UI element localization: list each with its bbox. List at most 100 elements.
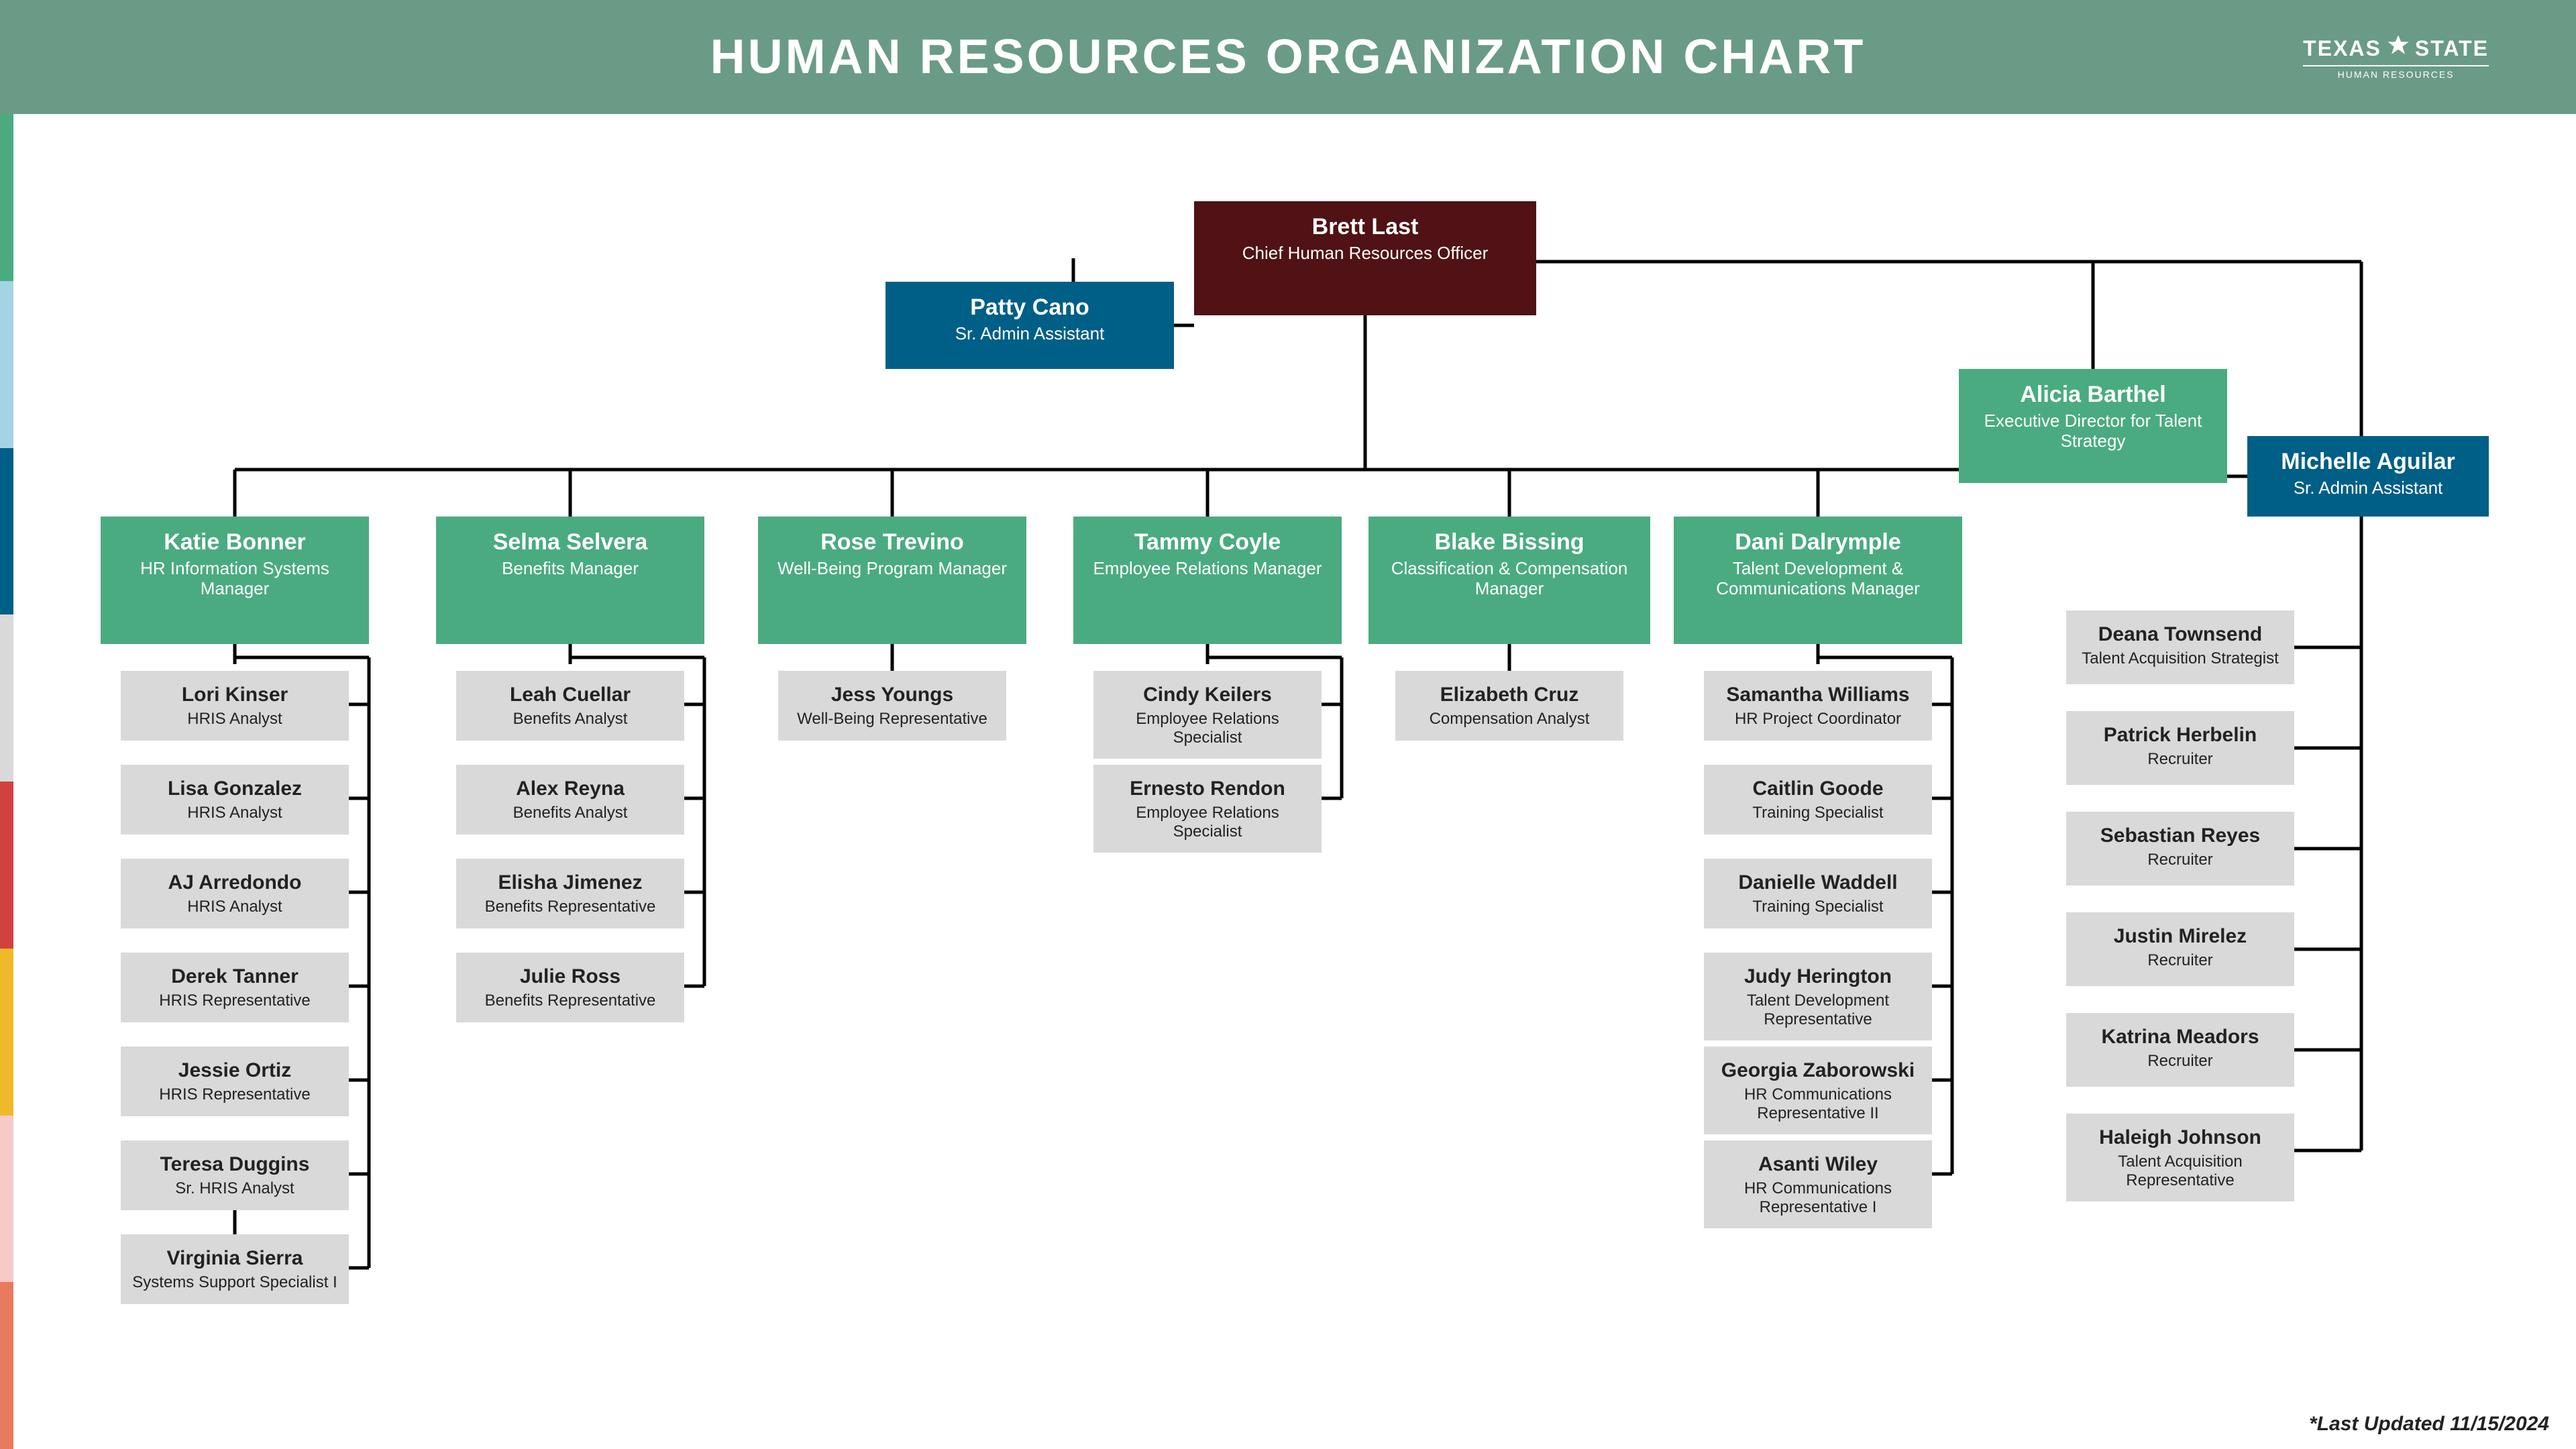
admin-assistant-2: Michelle AguilarSr. Admin Assistant (2247, 436, 2489, 517)
last-updated: *Last Updated 11/15/2024 (2309, 1413, 2549, 1436)
person-title: Training Specialist (1711, 804, 1925, 822)
person-name: Georgia Zaborowski (1711, 1059, 1925, 1083)
staff-1-3: Julie RossBenefits Representative (456, 953, 684, 1022)
person-title: HR Information Systems Manager (107, 559, 362, 599)
staff-6-2: Sebastian Reyes Recruiter (2066, 812, 2294, 885)
person-title: Benefits Analyst (463, 804, 678, 822)
person-name: Rose Trevino (765, 529, 1020, 556)
person-title: Compensation Analyst (1402, 710, 1617, 729)
staff-0-0: Lori Kinser HRIS Analyst (121, 671, 349, 741)
person-title: Sr. Admin Assistant (892, 324, 1167, 344)
person-name: Michelle Aguilar (2254, 448, 2482, 476)
staff-4-0: Elizabeth Cruz Compensation Analyst (1395, 671, 1623, 741)
person-title: Recruiter (2073, 1052, 2288, 1071)
person-title: Benefits Representative (463, 898, 678, 916)
person-name: Sebastian Reyes (2073, 824, 2288, 848)
person-title: Recruiter (2073, 851, 2288, 869)
person-name: AJ Arredondo (127, 871, 342, 895)
person-name: Caitlin Goode (1711, 777, 1925, 801)
person-title: HRIS Representative (127, 1085, 342, 1104)
person-name: Deana Townsend (2073, 623, 2288, 647)
manager-node-4: Blake Bissing Classification & Compensati… (1368, 517, 1650, 644)
star-icon (2387, 34, 2410, 62)
person-name: Danielle Waddell (1711, 871, 1925, 895)
staff-6-5: Haleigh JohnsonTalent Acquisition Repres… (2066, 1114, 2294, 1201)
person-title: Recruiter (2073, 750, 2288, 769)
staff-6-1: Patrick HerbelinRecruiter (2066, 711, 2294, 785)
staff-5-4: Georgia ZaborowskiHR Communications Repr… (1704, 1046, 1932, 1134)
staff-0-3: Derek TannerHRIS Representative (121, 953, 349, 1022)
staff-1-1: Alex Reyna Benefits Analyst (456, 765, 684, 835)
staff-3-1: Ernesto Rendon Employee Relations Special… (1093, 765, 1322, 853)
person-name: Blake Bissing (1375, 529, 1644, 556)
person-title: Employee Relations Specialist (1100, 710, 1315, 747)
person-title: HRIS Analyst (127, 710, 342, 729)
person-name: Selma Selvera (443, 529, 698, 556)
staff-6-0: Deana Townsend Talent Acquisition Strateg… (2066, 610, 2294, 684)
person-title: Employee Relations Specialist (1100, 804, 1315, 841)
person-name: Derek Tanner (127, 965, 342, 989)
staff-1-2: Elisha JimenezBenefits Representative (456, 859, 684, 928)
person-title: Benefits Analyst (463, 710, 678, 729)
person-title: HR Project Coordinator (1711, 710, 1925, 729)
person-name: Elizabeth Cruz (1402, 683, 1617, 707)
staff-3-0: Cindy Keilers Employee Relations Speciali… (1093, 671, 1322, 759)
person-name: Dani Dalrymple (1680, 529, 1955, 556)
person-title: HRIS Analyst (127, 804, 342, 822)
person-title: Sr. Admin Assistant (2254, 478, 2482, 498)
person-name: Samantha Williams (1711, 683, 1925, 707)
staff-0-2: AJ ArredondoHRIS Analyst (121, 859, 349, 928)
person-name: Teresa Duggins (127, 1152, 342, 1177)
chief-node: Brett Last Chief Human Resources Officer (1194, 201, 1536, 315)
staff-2-0: Jess YoungsWell-Being Representative (778, 671, 1006, 741)
person-name: Brett Last (1201, 213, 1529, 241)
person-title: Employee Relations Manager (1080, 559, 1335, 579)
person-title: Talent Development & Communications Mana… (1680, 559, 1955, 599)
person-title: HR Communications Representative I (1711, 1179, 1925, 1216)
person-name: Lisa Gonzalez (127, 777, 342, 801)
person-name: Virginia Sierra (127, 1246, 342, 1271)
admin-assistant-1: Patty Cano Sr. Admin Assistant (885, 282, 1174, 369)
person-name: Tammy Coyle (1080, 529, 1335, 556)
person-name: Patty Cano (892, 294, 1167, 321)
person-name: Katrina Meadors (2073, 1025, 2288, 1049)
person-title: Systems Support Specialist I (127, 1273, 342, 1292)
person-name: Lori Kinser (127, 683, 342, 707)
manager-node-1: Selma SelveraBenefits Manager (436, 517, 704, 644)
person-title: Sr. HRIS Analyst (127, 1179, 342, 1198)
person-title: Talent Acquisition Representative (2073, 1152, 2288, 1189)
person-title: Well-Being Representative (785, 710, 1000, 729)
staff-5-1: Caitlin Goode Training Specialist (1704, 765, 1932, 835)
person-name: Haleigh Johnson (2073, 1126, 2288, 1150)
manager-node-0: Katie BonnerHR Information Systems Manag… (101, 517, 369, 644)
person-title: Chief Human Resources Officer (1201, 244, 1529, 264)
logo-text-right: STATE (2415, 36, 2489, 61)
person-name: Justin Mirelez (2073, 924, 2288, 949)
person-name: Cindy Keilers (1100, 683, 1315, 707)
staff-5-0: Samantha Williams HR Project Coordinator (1704, 671, 1932, 741)
staff-1-0: Leah CuellarBenefits Analyst (456, 671, 684, 741)
staff-0-4: Jessie Ortiz HRIS Representative (121, 1046, 349, 1116)
person-name: Ernesto Rendon (1100, 777, 1315, 801)
person-title: Recruiter (2073, 951, 2288, 970)
staff-0-6: Virginia Sierra Systems Support Specialis… (121, 1234, 349, 1304)
staff-0-5: Teresa Duggins Sr. HRIS Analyst (121, 1140, 349, 1210)
person-name: Alicia Barthel (1966, 381, 2220, 409)
logo-text-left: TEXAS (2303, 36, 2381, 61)
manager-node-3: Tammy Coyle Employee Relations Manager (1073, 517, 1342, 644)
person-title: Talent Acquisition Strategist (2073, 649, 2288, 668)
person-title: Classification & Compensation Manager (1375, 559, 1644, 599)
page-title: HUMAN RESOURCES ORGANIZATION CHART (710, 30, 1866, 85)
person-title: Executive Director for Talent Strategy (1966, 411, 2220, 451)
staff-5-5: Asanti WileyHR Communications Representa… (1704, 1140, 1932, 1228)
manager-node-5: Dani Dalrymple Talent Development & Commu… (1674, 517, 1962, 644)
logo-subtext: HUMAN RESOURCES (2303, 65, 2489, 80)
manager-node-2: Rose Trevino Well-Being Program Manager (758, 517, 1026, 644)
person-name: Jessie Ortiz (127, 1059, 342, 1083)
staff-5-2: Danielle WaddellTraining Specialist (1704, 859, 1932, 928)
person-name: Alex Reyna (463, 777, 678, 801)
staff-6-3: Justin Mirelez Recruiter (2066, 912, 2294, 986)
person-title: Talent Development Representative (1711, 991, 1925, 1028)
person-name: Judy Herington (1711, 965, 1925, 989)
person-title: Well-Being Program Manager (765, 559, 1020, 579)
